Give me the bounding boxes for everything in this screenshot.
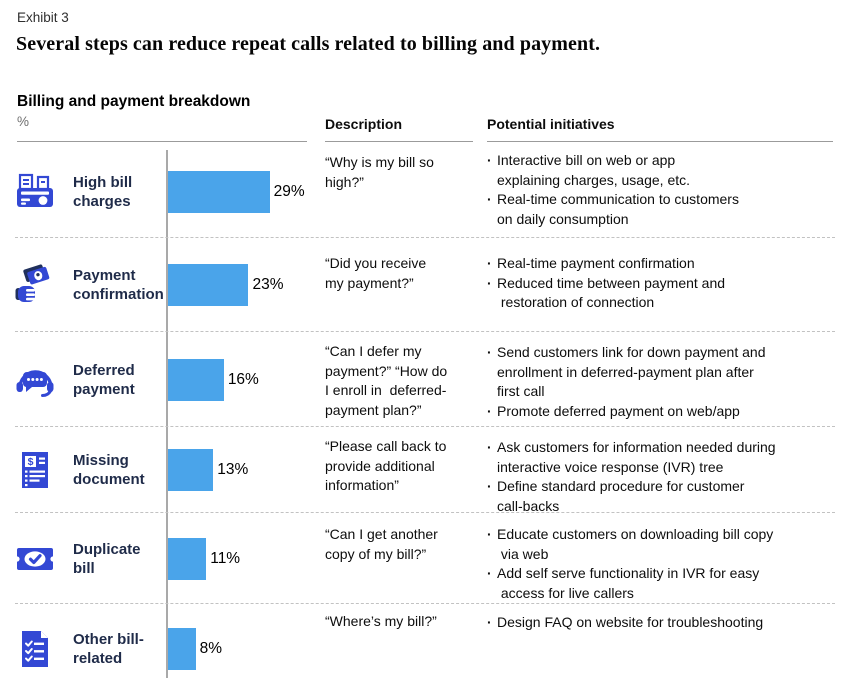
initiatives-list: · Educate customers on downloading bill c… <box>487 525 843 603</box>
initiatives-list: · Interactive bill on web or app explaini… <box>487 151 843 229</box>
initiative-text: Interactive bill on web or app explainin… <box>497 152 691 188</box>
value-label: 13% <box>217 461 249 478</box>
bar <box>167 449 214 491</box>
table-row: High bill charges 29% “Why is my bill so… <box>0 145 850 238</box>
header-underline-initiatives <box>487 141 833 142</box>
bar <box>167 537 207 580</box>
initiative-item: · Add self serve functionality in IVR for… <box>487 564 843 603</box>
initiative-text: Promote deferred payment on web/app <box>497 402 740 419</box>
column-header-description: Description <box>325 116 403 132</box>
row-separator <box>15 426 835 427</box>
description-text: “Why is my bill so high?” <box>325 154 434 190</box>
description-text: “Did you receive my payment?” <box>325 255 427 291</box>
bullet-marker: · <box>487 255 492 271</box>
initiative-text: Reduced time between payment and restora… <box>497 274 726 311</box>
initiative-item: · Design FAQ on website for troubleshooti… <box>487 613 843 633</box>
bar-group: 16% <box>167 358 259 401</box>
initiative-text: Educate customers on downloading bill co… <box>497 526 774 562</box>
cash-register-icon <box>13 170 57 214</box>
row-separator <box>15 331 835 332</box>
table-row: Payment confirmation 23% “Did you receiv… <box>0 238 850 332</box>
header-underline-breakdown <box>17 141 307 142</box>
initiative-text: Ask customers for information needed dur… <box>497 439 776 475</box>
initiatives-list: · Send customers link for down payment an… <box>487 343 843 421</box>
column-header-initiatives: Potential initiatives <box>487 116 615 132</box>
initiatives-list: · Ask customers for information needed du… <box>487 438 843 516</box>
header-underline-description <box>325 141 473 142</box>
money-hand-icon <box>13 263 57 307</box>
initiative-item: · Promote deferred payment on web/app <box>487 402 843 422</box>
bar-group: 11% <box>167 537 241 580</box>
axis-line <box>166 150 168 678</box>
value-label: 23% <box>252 276 284 293</box>
description-text: “Please call back to provide additional … <box>325 438 447 493</box>
initiative-text: Send customers link for down payment and… <box>497 344 766 399</box>
initiative-text: Real-time payment confirmation <box>497 255 695 271</box>
initiatives-list: · Design FAQ on website for troubleshooti… <box>487 613 843 633</box>
category-label: Payment confirmation <box>73 267 164 303</box>
initiative-text: Design FAQ on website for troubleshootin… <box>497 614 764 630</box>
initiative-item: · Ask customers for information needed du… <box>487 438 843 477</box>
exhibit-label: Exhibit 3 <box>17 10 69 25</box>
initiative-item: · Reduced time between payment and restor… <box>487 274 843 313</box>
table-row: Other bill- related 8% “Where’s my bill?… <box>0 604 850 694</box>
initiative-item: · Define standard procedure for customer … <box>487 477 843 516</box>
category-label: Other bill- related <box>73 631 144 667</box>
bar-group: 29% <box>167 170 305 213</box>
initiative-text: Add self serve functionality in IVR for … <box>497 565 760 601</box>
bar-group: 8% <box>167 628 223 670</box>
svg-text:$: $ <box>28 456 34 468</box>
category-label: Missing document <box>73 452 145 488</box>
headset-chat-icon <box>13 358 57 402</box>
initiative-item: · Educate customers on downloading bill c… <box>487 525 843 564</box>
unit-label: % <box>17 114 30 129</box>
bullet-marker: · <box>487 565 492 581</box>
bullet-marker: · <box>487 614 492 630</box>
dollar-receipt-icon: $ <box>13 448 57 492</box>
bar <box>167 628 196 670</box>
row-separator <box>15 603 835 604</box>
bullet-marker: · <box>487 402 492 419</box>
initiative-text: Real-time communication to customers on … <box>497 191 739 227</box>
bar <box>167 170 270 213</box>
row-separator <box>15 512 835 513</box>
value-label: 11% <box>210 549 241 567</box>
initiatives-list: · Real-time payment confirmation · Reduced… <box>487 254 843 313</box>
category-label: Deferred payment <box>73 361 135 398</box>
bullet-marker: · <box>487 191 492 207</box>
bullet-marker: · <box>487 152 492 168</box>
row-separator <box>15 237 835 238</box>
bullet-marker: · <box>487 344 492 360</box>
description-text: “Can I get another copy of my bill?” <box>325 526 438 562</box>
page-title: Several steps can reduce repeat calls re… <box>16 33 601 55</box>
value-label: 29% <box>273 182 305 200</box>
category-label: Duplicate bill <box>73 540 141 577</box>
description-text: “Where’s my bill?” <box>325 613 437 629</box>
value-label: 8% <box>199 640 223 657</box>
table-row: $ Missing document 13% “Please call back… <box>0 427 850 516</box>
chart-title: Billing and payment breakdown <box>17 93 251 110</box>
rows-container: High bill charges 29% “Why is my bill so… <box>0 145 850 694</box>
initiative-item: · Interactive bill on web or app explaini… <box>487 151 843 190</box>
table-row: Duplicate bill 11% “Can I get another co… <box>0 513 850 604</box>
bar-group: 13% <box>167 449 249 491</box>
bullet-marker: · <box>487 439 492 455</box>
initiative-item: · Real-time payment confirmation <box>487 254 843 274</box>
checklist-doc-icon <box>13 627 57 671</box>
initiative-item: · Real-time communication to customers on… <box>487 190 843 229</box>
bar <box>167 264 249 306</box>
bar <box>167 358 224 401</box>
initiative-text: Define standard procedure for customer c… <box>497 478 745 514</box>
category-label: High bill charges <box>73 173 133 210</box>
bar-group: 23% <box>167 264 284 306</box>
bill-check-icon <box>13 537 57 581</box>
bullet-marker: · <box>487 526 492 542</box>
bullet-marker: · <box>487 274 492 291</box>
description-text: “Can I defer my payment?” “How do I enro… <box>325 343 448 418</box>
value-label: 16% <box>227 370 259 388</box>
table-row: Deferred payment 16% “Can I defer my pay… <box>0 332 850 427</box>
bullet-marker: · <box>487 478 492 494</box>
initiative-item: · Send customers link for down payment an… <box>487 343 843 402</box>
